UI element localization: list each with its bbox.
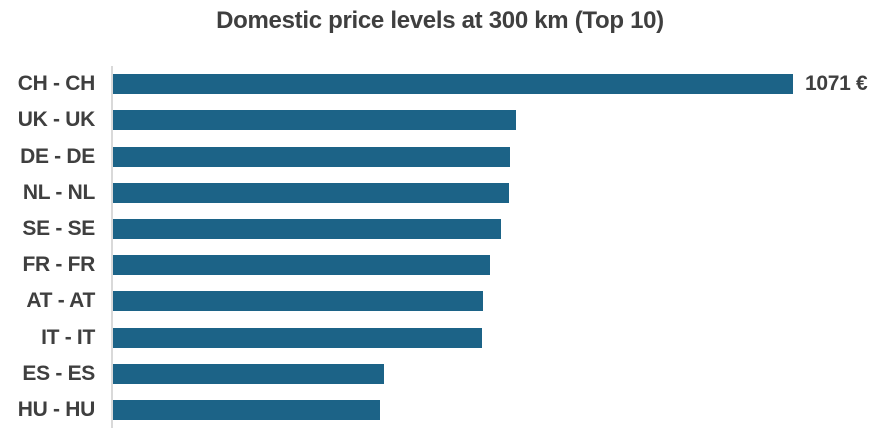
category-label: HU - HU xyxy=(17,397,96,421)
chart-title: Domestic price levels at 300 km (Top 10) xyxy=(216,7,664,34)
bar[interactable] xyxy=(113,363,384,384)
category-label: FR - FR xyxy=(22,253,95,277)
bar-row: IT - IT xyxy=(0,319,880,355)
category-label: AT - AT xyxy=(26,289,95,313)
plot-area: CH - CH 1071 € UK - UK DE - DE NL - NL S… xyxy=(0,66,880,428)
category-label: IT - IT xyxy=(41,325,95,349)
category-label: CH - CH xyxy=(17,72,96,96)
bar[interactable] xyxy=(113,182,509,203)
bar[interactable] xyxy=(113,291,483,312)
bar-row: UK - UK xyxy=(0,102,880,138)
bar-row: FR - FR xyxy=(0,247,880,283)
category-label: DE - DE xyxy=(20,144,95,168)
bar[interactable] xyxy=(113,74,793,95)
bar[interactable] xyxy=(113,146,510,167)
bar[interactable] xyxy=(113,255,490,276)
bar[interactable] xyxy=(113,399,380,420)
bar-row: SE - SE xyxy=(0,211,880,247)
bar-row: HU - HU xyxy=(0,392,880,428)
bar[interactable] xyxy=(113,110,516,131)
bar-row: CH - CH 1071 € xyxy=(0,66,880,102)
bar-row: NL - NL xyxy=(0,175,880,211)
category-label: ES - ES xyxy=(22,361,95,385)
bar[interactable] xyxy=(113,218,501,239)
bar[interactable] xyxy=(113,327,482,348)
bar-row: AT - AT xyxy=(0,283,880,319)
category-label: NL - NL xyxy=(22,180,95,204)
bar-row: DE - DE xyxy=(0,138,880,174)
category-label: UK - UK xyxy=(17,108,96,132)
bar-rows: CH - CH 1071 € UK - UK DE - DE NL - NL S… xyxy=(0,66,880,428)
bar-row: ES - ES xyxy=(0,356,880,392)
value-label: 1071 € xyxy=(805,72,868,96)
category-label: SE - SE xyxy=(22,216,95,240)
y-axis-line xyxy=(111,66,113,428)
